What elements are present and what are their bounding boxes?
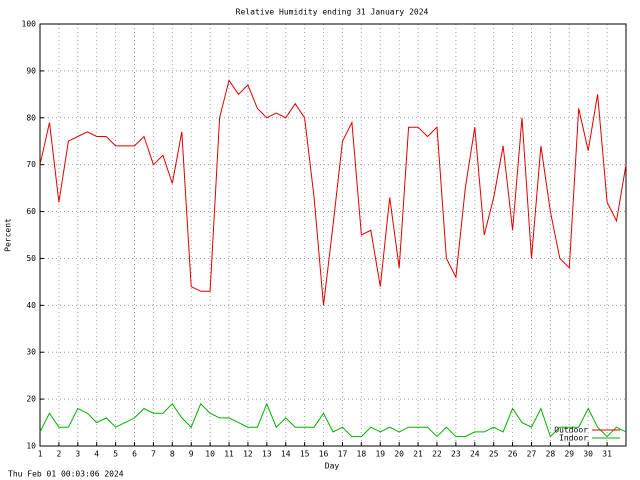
x-tick-label: 9	[189, 450, 194, 459]
x-tick-label: 13	[262, 450, 272, 459]
x-tick-label: 10	[205, 450, 215, 459]
x-tick-label: 8	[170, 450, 175, 459]
x-tick-label: 18	[357, 450, 367, 459]
y-tick-label: 90	[26, 66, 36, 75]
x-tick-label: 17	[338, 450, 348, 459]
x-tick-label: 15	[300, 450, 310, 459]
y-axis-label: Percent	[4, 218, 13, 252]
plot-frame	[39, 23, 627, 447]
y-tick-label: 70	[26, 160, 36, 169]
x-tick-label: 21	[413, 450, 423, 459]
x-tick-label: 24	[470, 450, 480, 459]
x-tick-label: 19	[375, 450, 385, 459]
x-tick-label: 31	[602, 450, 612, 459]
x-tick-label: 2	[56, 450, 61, 459]
x-tick-label: 5	[113, 450, 118, 459]
data-line	[39, 402, 627, 438]
x-tick-label: 4	[94, 450, 99, 459]
x-tick-label: 29	[564, 450, 574, 459]
y-tick-label: 80	[26, 113, 36, 122]
y-tick-label: 100	[22, 20, 37, 29]
x-tick-label: 25	[489, 450, 499, 459]
footer: Thu Feb 01 00:03:06 2024	[8, 470, 124, 479]
y-tick-label: 20	[26, 395, 36, 404]
x-tick-label: 1	[38, 450, 43, 459]
y-tick-label: 50	[26, 254, 36, 263]
y-tick-label: 10	[26, 442, 36, 451]
x-tick-label: 28	[546, 450, 556, 459]
data-line	[39, 79, 627, 306]
x-tick-label: 20	[394, 450, 404, 459]
x-tick-label: 30	[583, 450, 593, 459]
x-tick-label: 11	[224, 450, 234, 459]
chart-title: Relative Humidity ending 31 January 2024	[236, 8, 429, 17]
x-tick-label: 3	[75, 450, 80, 459]
x-tick-label: 27	[527, 450, 537, 459]
legend-label: Outdoor	[554, 426, 588, 435]
x-tick-label: 16	[319, 450, 329, 459]
x-tick-label: 7	[151, 450, 156, 459]
x-tick-label: 12	[243, 450, 253, 459]
x-axis-label: Day	[325, 462, 340, 471]
y-tick-label: 30	[26, 348, 36, 357]
y-tick-label: 60	[26, 207, 36, 216]
x-tick-label: 6	[132, 450, 137, 459]
x-tick-label: 14	[281, 450, 291, 459]
x-tick-label: 22	[432, 450, 442, 459]
x-tick-label: 23	[451, 450, 461, 459]
legend-label: Indoor	[559, 434, 588, 443]
x-tick-label: 26	[508, 450, 518, 459]
y-tick-label: 40	[26, 301, 36, 310]
